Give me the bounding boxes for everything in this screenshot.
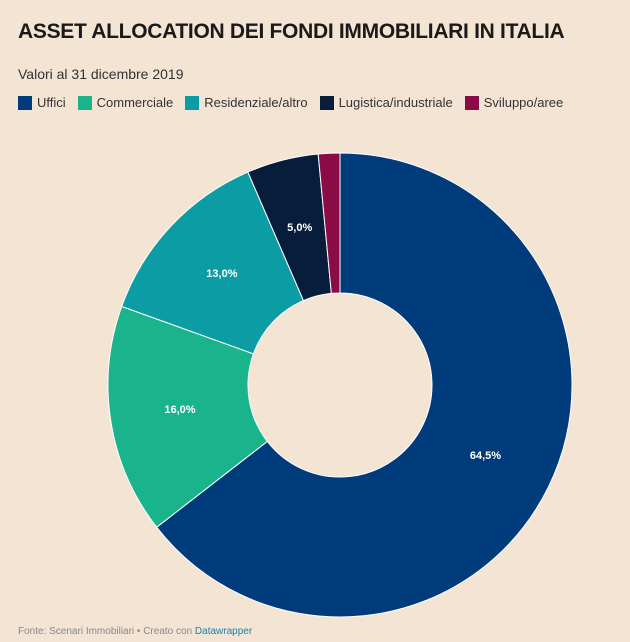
- legend-swatch: [185, 95, 200, 110]
- value-label: 13,0%: [206, 268, 237, 280]
- chart: 64,5% 16,0% 13,0% 5,0%: [107, 152, 573, 618]
- legend-swatch: [464, 95, 479, 110]
- credit-link[interactable]: Datawrapper: [194, 626, 253, 637]
- donut-slice: [155, 152, 573, 618]
- donut-slice: [121, 171, 305, 355]
- legend-item: Residenziale/altro: [185, 95, 308, 110]
- legend-swatch: [18, 95, 32, 110]
- legend-swatch: [319, 95, 334, 110]
- legend-label: Residenziale/altro: [204, 95, 308, 110]
- legend-label: Lugistica/industriale: [338, 95, 453, 110]
- legend-item: Uffici: [18, 95, 66, 110]
- legend-label: Commerciale: [96, 95, 174, 110]
- legend-label: Sviluppo/aree: [483, 95, 564, 110]
- legend-item: Sviluppo/aree: [464, 95, 564, 110]
- donut-slice: [107, 305, 269, 528]
- donut-slice: [317, 152, 341, 294]
- source: Fonte: Scenari Immobiliari • Creato con: [18, 626, 193, 637]
- value-label: 16,0%: [164, 404, 195, 416]
- legend-label: Uffici: [37, 95, 66, 110]
- footer: Fonte: Scenari Immobiliari • Creato con …: [18, 626, 252, 637]
- legend-item: Commerciale: [77, 95, 174, 110]
- legend: Uffici Commerciale Residenziale/altro Lugis…: [18, 95, 563, 110]
- chart-subtitle: Valori al 31 dicembre 2019: [18, 66, 184, 82]
- legend-swatch: [77, 95, 92, 110]
- legend-item: Lugistica/industriale: [319, 95, 453, 110]
- value-label: 64,5%: [470, 450, 501, 462]
- chart-title: ASSET ALLOCATION DEI FONDI IMMOBILIARI I…: [18, 20, 565, 43]
- value-label: 5,0%: [287, 222, 312, 234]
